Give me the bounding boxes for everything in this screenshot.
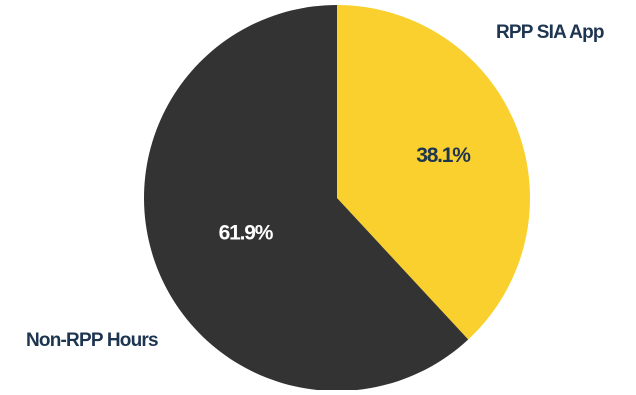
pie-slice-non-rpp-hours [144, 5, 469, 391]
slice-value-label-rpp-sia-app: 38.1% [416, 144, 471, 167]
category-label-non-rpp-hours: Non-RPP Hours [26, 330, 158, 351]
pie-slice-rpp-sia-app [337, 5, 531, 340]
category-label-rpp-sia-app: RPP SIA App [496, 22, 604, 43]
slice-value-label-non-rpp-hours: 61.9% [219, 221, 274, 244]
pie-slices [144, 5, 531, 391]
